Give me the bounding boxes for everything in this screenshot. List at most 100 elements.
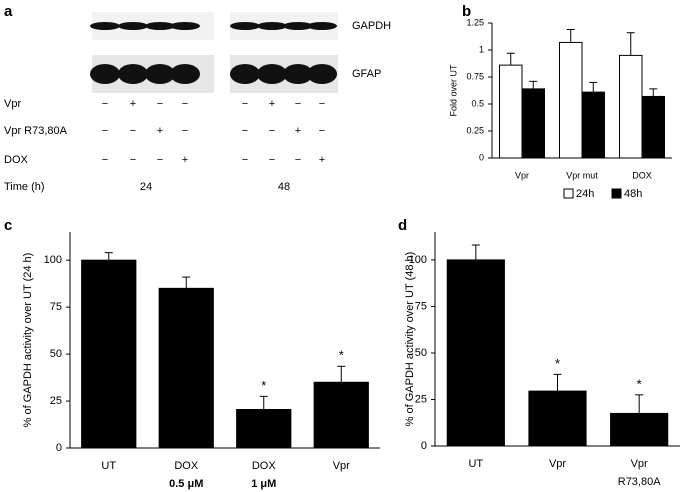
bar bbox=[236, 408, 292, 449]
y-tick-label: 75 bbox=[50, 301, 62, 313]
x-tick-label: DOX bbox=[632, 170, 652, 180]
treatment-sign: + bbox=[319, 154, 325, 166]
y-tick-label: 1 bbox=[479, 44, 484, 54]
x-tick-label: Vpr mut bbox=[566, 170, 598, 180]
legend-label: 48h bbox=[624, 188, 642, 200]
x-tick-label: Vpr bbox=[515, 170, 529, 180]
blot-band bbox=[230, 22, 260, 30]
treatment-sign: − bbox=[319, 98, 325, 110]
legend-label: 24h bbox=[576, 188, 594, 200]
band-label: GFAP bbox=[352, 68, 381, 80]
y-tick-label: 50 bbox=[415, 347, 427, 359]
x-tick-label: UT bbox=[101, 460, 116, 472]
y-tick-label: 75 bbox=[415, 300, 427, 312]
blot-band bbox=[170, 22, 200, 30]
treatment-sign: + bbox=[157, 125, 163, 137]
time-value: 48 bbox=[278, 181, 290, 193]
y-tick-label: 1.25 bbox=[466, 17, 484, 27]
treatment-sign: − bbox=[130, 125, 136, 137]
panel-label: b bbox=[462, 3, 471, 20]
y-tick-label: 25 bbox=[50, 395, 62, 407]
y-tick-label: 0 bbox=[421, 440, 427, 452]
row-label: Vpr R73,80A bbox=[4, 125, 68, 137]
bar bbox=[610, 412, 669, 447]
treatment-sign: + bbox=[182, 154, 188, 166]
treatment-sign: − bbox=[157, 98, 163, 110]
blot-band bbox=[90, 64, 120, 84]
bar bbox=[521, 88, 545, 159]
treatment-sign: − bbox=[182, 125, 188, 137]
blot-band bbox=[145, 64, 175, 84]
blot-band bbox=[257, 64, 287, 84]
panel-label: a bbox=[4, 3, 13, 20]
treatment-sign: − bbox=[295, 98, 301, 110]
blot-band bbox=[230, 64, 260, 84]
treatment-sign: − bbox=[102, 125, 108, 137]
x-tick-sublabel: 1 μM bbox=[251, 478, 276, 490]
y-tick-label: 100 bbox=[44, 254, 62, 266]
significance-mark: * bbox=[261, 378, 266, 393]
x-tick-label: Vpr bbox=[333, 460, 350, 472]
blot-band bbox=[145, 22, 175, 30]
legend-swatch bbox=[563, 188, 574, 199]
bar bbox=[446, 259, 505, 447]
treatment-sign: + bbox=[130, 98, 136, 110]
bar bbox=[581, 91, 605, 159]
bar bbox=[528, 390, 587, 447]
bar bbox=[641, 95, 665, 159]
y-axis-label: % of GAPDH activity over UT (24 h) bbox=[22, 253, 34, 428]
bar bbox=[81, 259, 137, 449]
x-tick-label: Vpr bbox=[631, 458, 648, 470]
treatment-sign: − bbox=[182, 98, 188, 110]
bar bbox=[313, 381, 369, 449]
y-tick-label: 0.25 bbox=[466, 125, 484, 135]
y-axis-label: Fold over UT bbox=[448, 64, 458, 117]
x-tick-sublabel: R73,80A bbox=[618, 476, 661, 488]
legend-swatch bbox=[611, 188, 622, 199]
treatment-sign: − bbox=[242, 125, 248, 137]
y-axis-label: % of GAPDH activity over UT (48 h) bbox=[404, 252, 416, 427]
x-tick-label: UT bbox=[468, 458, 483, 470]
x-tick-label: DOX bbox=[174, 460, 199, 472]
blot-band bbox=[283, 64, 313, 84]
blot-band bbox=[118, 22, 148, 30]
treatment-sign: + bbox=[269, 98, 275, 110]
treatment-sign: − bbox=[242, 154, 248, 166]
blot-band bbox=[118, 64, 148, 84]
blot-band bbox=[283, 22, 313, 30]
y-tick-label: 0.5 bbox=[471, 98, 484, 108]
row-label: Vpr bbox=[4, 98, 21, 110]
blot-band bbox=[170, 64, 200, 84]
y-tick-label: 0 bbox=[479, 152, 484, 162]
treatment-sign: − bbox=[130, 154, 136, 166]
bar bbox=[158, 287, 214, 449]
treatment-sign: − bbox=[102, 154, 108, 166]
treatment-sign: − bbox=[319, 125, 325, 137]
blot-band bbox=[90, 22, 120, 30]
treatment-sign: − bbox=[269, 125, 275, 137]
treatment-sign: + bbox=[295, 125, 301, 137]
bar bbox=[559, 41, 583, 159]
treatment-sign: − bbox=[269, 154, 275, 166]
blot-band bbox=[307, 64, 337, 84]
y-tick-label: 100 bbox=[409, 254, 427, 266]
treatment-sign: − bbox=[157, 154, 163, 166]
blot-band bbox=[307, 22, 337, 30]
y-tick-label: 25 bbox=[415, 393, 427, 405]
panel-label: d bbox=[398, 217, 407, 234]
y-tick-label: 50 bbox=[50, 348, 62, 360]
time-label: Time (h) bbox=[4, 181, 45, 193]
bar bbox=[619, 54, 643, 159]
y-tick-label: 0.75 bbox=[466, 71, 484, 81]
x-tick-sublabel: 0.5 μM bbox=[169, 478, 203, 490]
x-tick-label: Vpr bbox=[549, 458, 566, 470]
y-tick-label: 0 bbox=[56, 442, 62, 454]
blot-band bbox=[257, 22, 287, 30]
treatment-sign: − bbox=[102, 98, 108, 110]
bar bbox=[499, 64, 523, 159]
significance-mark: * bbox=[339, 348, 344, 363]
treatment-sign: − bbox=[295, 154, 301, 166]
significance-mark: * bbox=[555, 356, 560, 371]
